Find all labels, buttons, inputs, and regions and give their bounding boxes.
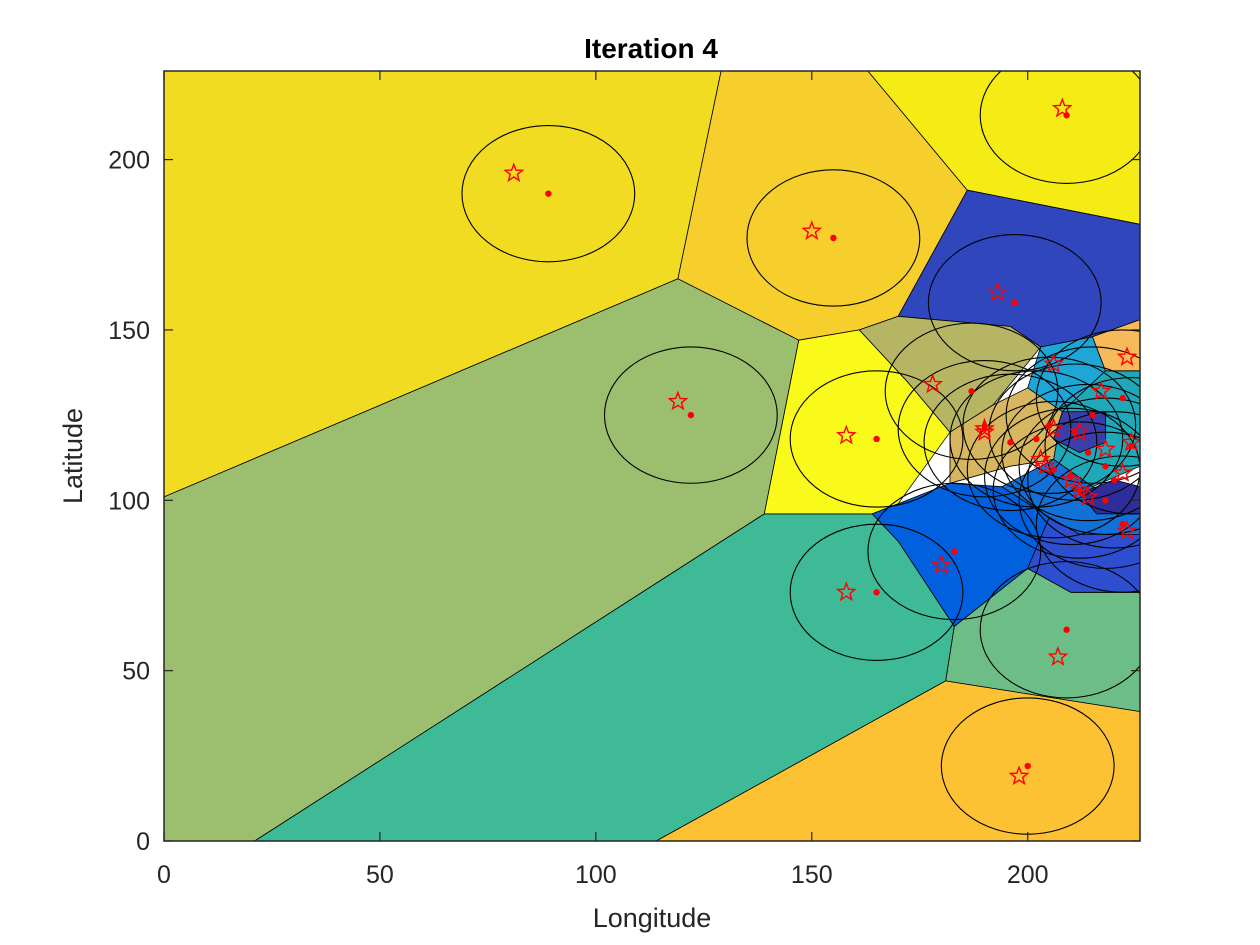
centroid-point — [687, 411, 695, 419]
region-orange-bottom — [656, 680, 1140, 841]
station-star — [801, 220, 823, 241]
station-star — [974, 417, 996, 438]
station-star — [1090, 380, 1112, 401]
centroid-point — [1119, 394, 1126, 402]
coverage-circle — [984, 407, 1140, 546]
coverage-circle — [1027, 411, 1140, 549]
centroid-point — [1011, 299, 1018, 306]
station-star — [1116, 346, 1138, 367]
centroid-point — [1084, 449, 1092, 456]
y-tick-label: 200 — [108, 147, 150, 175]
station-star — [1030, 448, 1052, 469]
centroid-point — [1102, 463, 1109, 470]
centroid-point — [1089, 411, 1096, 419]
y-tick-label: 50 — [122, 658, 150, 686]
y-axis-ticks: 0 50 100 150 200 — [108, 147, 1140, 856]
coverage-circle — [1035, 455, 1140, 593]
centroid-point — [873, 435, 880, 443]
centroid-point — [1076, 486, 1083, 494]
x-tick-label: 100 — [575, 861, 617, 889]
coverage-circle — [746, 169, 921, 307]
station-star — [1112, 462, 1134, 482]
station-star — [667, 390, 689, 411]
y-tick-label: 100 — [108, 487, 150, 515]
region-top-right — [867, 71, 1140, 225]
x-axis-label: Longitude — [593, 903, 712, 933]
coverage-circle — [1018, 431, 1140, 569]
voronoi-regions — [164, 71, 1140, 841]
centroid-point — [968, 388, 975, 395]
chart-title: Iteration 4 — [584, 33, 718, 64]
centroid-point — [1063, 626, 1070, 633]
coverage-circle — [1044, 377, 1140, 515]
coverage-circle — [603, 346, 778, 484]
centroid-point — [951, 548, 958, 555]
station-star — [1051, 97, 1073, 118]
station-star — [986, 281, 1008, 302]
coverage-circle — [923, 373, 1098, 512]
centroid-point — [1050, 466, 1057, 473]
station-star — [1043, 417, 1065, 438]
station-star — [930, 554, 952, 574]
x-axis-ticks: 0 50 100 150 200 — [157, 71, 1049, 889]
station-star — [922, 373, 944, 394]
station-star — [835, 581, 857, 602]
centroid-point — [545, 190, 552, 197]
coverage-circle — [1035, 329, 1140, 467]
station-star — [503, 162, 525, 183]
centroid-point — [1033, 435, 1040, 443]
station-star — [1077, 485, 1099, 506]
centroid-point — [830, 234, 837, 242]
centroid-points — [545, 112, 1135, 770]
station-star — [835, 424, 857, 445]
coverage-circle — [927, 233, 1102, 372]
station-star — [1060, 468, 1082, 489]
y-tick-label: 150 — [108, 317, 150, 345]
centroid-point — [1102, 497, 1109, 504]
x-tick-label: 0 — [157, 861, 171, 889]
coverage-circle — [979, 71, 1140, 184]
station-star — [1069, 479, 1090, 500]
x-tick-label: 150 — [791, 861, 833, 889]
station-star — [1047, 646, 1069, 666]
station-star — [1034, 455, 1056, 476]
coverage-circles — [461, 71, 1140, 835]
y-axis-label: Latitude — [58, 408, 88, 504]
coverage-circle — [962, 356, 1137, 495]
station-star — [1008, 765, 1030, 786]
coverage-circle — [461, 124, 636, 263]
coverage-circle — [1005, 346, 1140, 484]
plot-area — [164, 71, 1140, 841]
coverage-circle — [789, 523, 964, 661]
region-orange-right — [1091, 319, 1140, 372]
coverage-circle — [789, 370, 964, 508]
coverage-circle — [884, 322, 1059, 460]
station-star — [1095, 438, 1116, 459]
station-star — [1069, 421, 1090, 441]
station-star — [1043, 353, 1065, 373]
station-star — [1116, 520, 1138, 540]
y-tick-label: 0 — [136, 828, 150, 856]
axes-box — [163, 70, 1141, 842]
x-tick-label: 200 — [1007, 861, 1049, 889]
centroid-point — [1119, 520, 1126, 528]
station-star — [974, 421, 996, 441]
centroid-point — [1007, 439, 1014, 446]
centroid-point — [873, 589, 880, 596]
centroid-point — [1024, 762, 1031, 770]
centroid-point — [1110, 476, 1118, 484]
station-star — [1120, 431, 1140, 452]
x-tick-label: 50 — [366, 861, 394, 889]
station-stars — [503, 97, 1140, 786]
